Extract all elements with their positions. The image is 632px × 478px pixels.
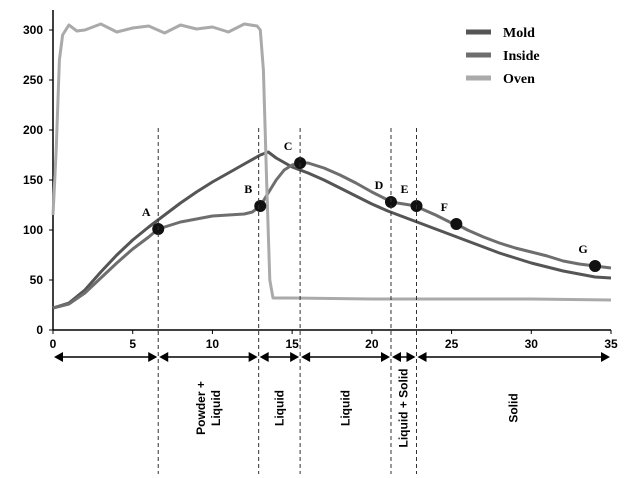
y-tick-label: 250	[23, 73, 43, 87]
legend-label-inside: Inside	[503, 49, 540, 64]
point-label-d: D	[375, 178, 384, 192]
point-marker-b	[254, 200, 267, 212]
x-tick-label: 35	[604, 337, 618, 351]
legend: Mold Inside Oven	[466, 26, 540, 87]
phase-arrowhead	[54, 352, 63, 362]
point-marker-g	[589, 260, 602, 272]
phase-label: Liquid	[272, 390, 286, 426]
series-line-oven	[51, 22, 612, 302]
phase-label: Liquid	[339, 390, 353, 426]
legend-label-mold: Mold	[503, 26, 535, 41]
phase-label: Liquid	[209, 390, 223, 426]
point-label-e: E	[400, 182, 408, 196]
x-tick-label: 30	[525, 337, 539, 351]
phase-arrowhead	[406, 352, 416, 362]
phase-label: Powder +	[194, 381, 208, 435]
x-tick-label: 20	[365, 337, 379, 351]
point-markers: A B C D E F G	[142, 139, 602, 272]
series-line-mold	[52, 150, 612, 310]
y-tick-label: 150	[23, 173, 43, 187]
axes: 0 50 100 150 200 250 300 0 5 10 15 20 25 30 35	[23, 10, 618, 351]
series-lines	[51, 22, 612, 310]
phase-arrowhead	[380, 352, 390, 362]
y-tick-label: 300	[23, 23, 43, 37]
phase-label: Solid	[507, 393, 521, 422]
x-tick-label: 10	[206, 337, 220, 351]
x-tick-label: 15	[285, 337, 299, 351]
phase-annotations: Powder + Liquid Liquid Liquid Liquid + Solid…	[54, 128, 610, 474]
point-label-b: B	[244, 182, 252, 196]
x-tick-label: 5	[129, 337, 136, 351]
phase-arrowhead	[301, 352, 311, 362]
phase-label: Liquid + Solid	[397, 369, 411, 448]
y-tick-label: 50	[30, 273, 44, 287]
phase-arrowhead	[148, 352, 158, 362]
point-label-f: F	[441, 200, 448, 214]
phase-arrowhead	[601, 352, 610, 362]
phase-arrowhead	[248, 352, 258, 362]
phase-arrowhead	[417, 352, 427, 362]
phase-arrowhead	[290, 352, 300, 362]
phase-arrowhead	[391, 352, 401, 362]
point-marker-f	[450, 218, 463, 230]
x-tick-label: 25	[445, 337, 459, 351]
phase-arrowhead	[159, 352, 169, 362]
point-label-a: A	[142, 205, 151, 219]
x-tick-label: 0	[50, 337, 57, 351]
phase-arrowhead	[259, 352, 269, 362]
legend-label-oven: Oven	[503, 72, 535, 87]
y-tick-label: 0	[36, 323, 43, 337]
y-tick-label: 100	[23, 223, 43, 237]
point-label-c: C	[284, 139, 293, 153]
point-label-g: G	[578, 242, 587, 256]
y-tick-label: 200	[23, 123, 43, 137]
